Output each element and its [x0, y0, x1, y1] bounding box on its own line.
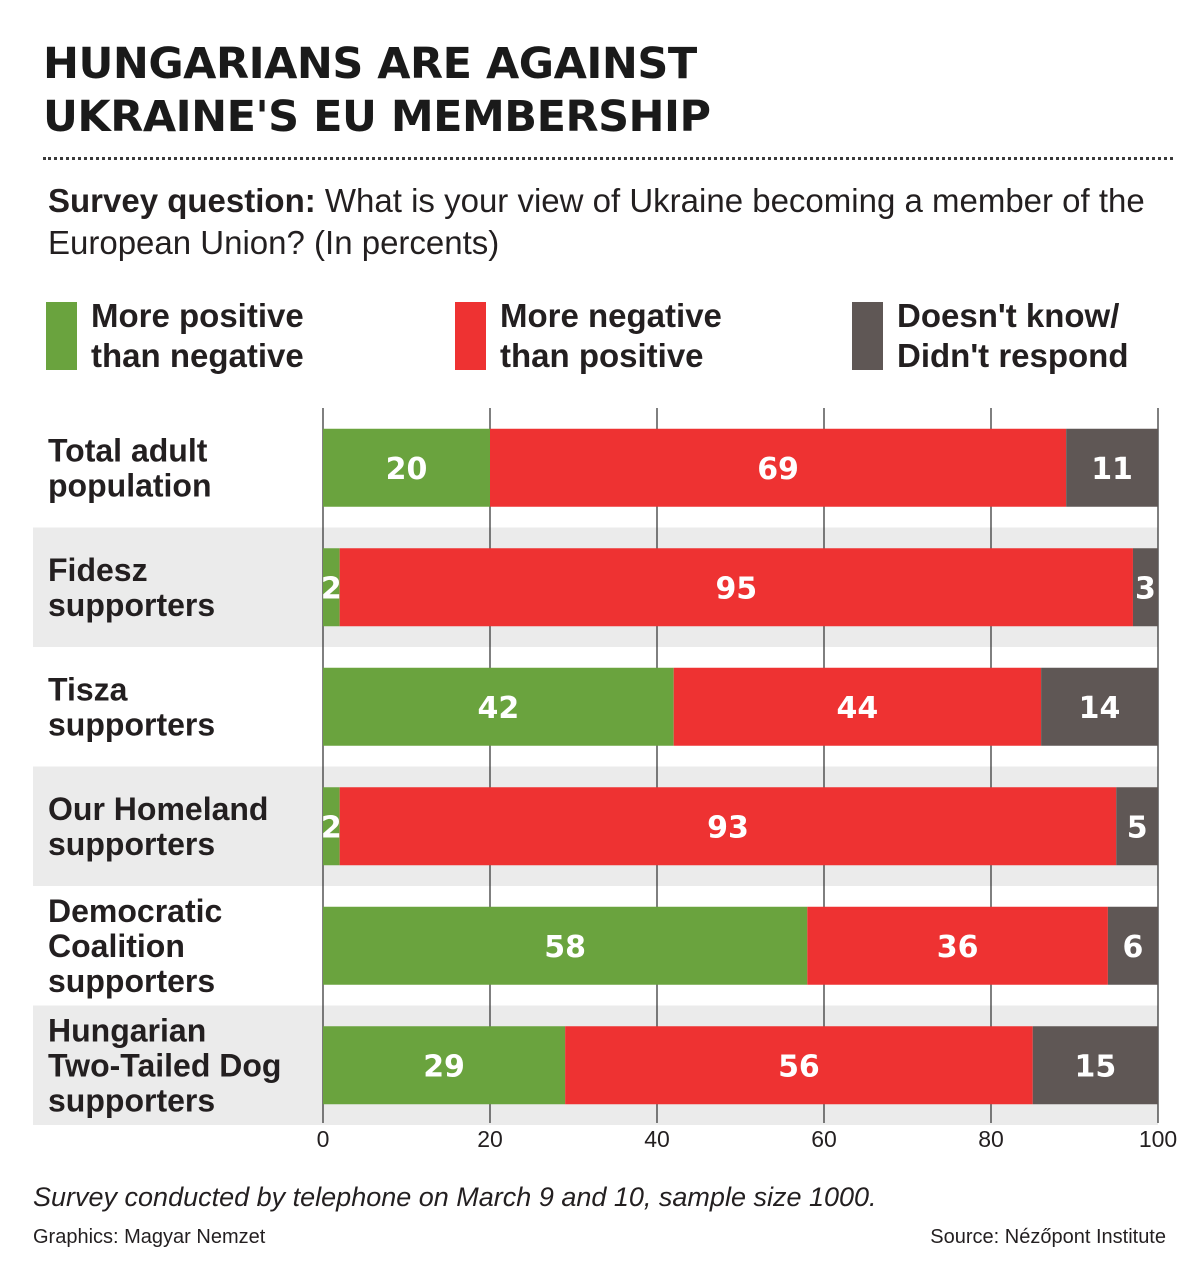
bar-segment-positive: [323, 548, 340, 627]
legend-label-negative: More negative than positive: [500, 296, 722, 376]
bar-value-label: 44: [837, 691, 879, 726]
row-label: Hungarian Two-Tailed Dog supporters: [48, 1012, 281, 1118]
row-label-line: Total adult: [48, 432, 208, 468]
x-tick-label: 40: [644, 1126, 670, 1152]
x-tick-label: 60: [811, 1126, 837, 1152]
row-label-line: population: [48, 467, 212, 503]
source-credit: Source: Nézőpont Institute: [930, 1226, 1166, 1248]
bar-value-label: 2: [321, 810, 342, 845]
bar-value-label: 11: [1091, 452, 1133, 487]
bar-value-label: 56: [778, 1049, 820, 1084]
legend-swatch-negative: [455, 302, 486, 370]
title-line-2: UKRAINE'S EU MEMBERSHIP: [43, 92, 711, 142]
legend-positive-line-2: than negative: [91, 337, 304, 374]
x-tick-label: 0: [317, 1126, 330, 1152]
row-label-line: Two-Tailed Dog: [48, 1047, 281, 1083]
row-label: Fidesz supporters: [48, 552, 215, 623]
bar-segment-negative: [565, 1026, 1033, 1105]
row-label-line: Coalition: [48, 928, 185, 964]
bar-segment-positive: [323, 906, 808, 985]
bar-segment-unknown: [1032, 1026, 1158, 1105]
bar-segment-positive: [323, 1026, 566, 1105]
row-label: Democratic Coalition supporters: [48, 893, 222, 999]
legend-negative-line-1: More negative: [500, 297, 722, 334]
row-label-line: supporters: [48, 1082, 215, 1118]
bar-value-label: 29: [423, 1049, 465, 1084]
row-label-line: supporters: [48, 963, 215, 999]
bar-value-label: 5: [1127, 810, 1148, 845]
legend-item-unknown: Doesn't know/ Didn't respond: [852, 296, 1129, 376]
graphics-credit: Graphics: Magyar Nemzet: [33, 1226, 266, 1248]
bar-value-label: 20: [386, 452, 428, 487]
bar-segment-unknown: [1066, 428, 1158, 507]
survey-question: Survey question: What is your view of Uk…: [48, 180, 1148, 264]
bar-value-label: 14: [1079, 691, 1121, 726]
bar-segment-negative: [673, 667, 1042, 746]
chart-title: HUNGARIANS ARE AGAINST UKRAINE'S EU MEMB…: [43, 38, 711, 144]
title-divider: [43, 157, 1173, 160]
survey-question-label: Survey question:: [48, 182, 316, 219]
legend-item-positive: More positive than negative: [46, 296, 304, 376]
bar-value-label: 6: [1123, 930, 1144, 965]
bar-segment-positive: [323, 428, 490, 507]
legend-unknown-line-1: Doesn't know/: [897, 297, 1120, 334]
bar-value-label: 93: [707, 810, 749, 845]
bar-segment-unknown: [1116, 787, 1158, 866]
x-tick-label: 100: [1139, 1126, 1177, 1152]
bar-value-label: 69: [757, 452, 799, 487]
x-tick-label: 80: [978, 1126, 1004, 1152]
row-label-line: Democratic: [48, 893, 222, 929]
bar-segment-positive: [323, 787, 340, 866]
legend-unknown-line-2: Didn't respond: [897, 337, 1129, 374]
legend-item-negative: More negative than positive: [455, 296, 722, 376]
footnote: Survey conducted by telephone on March 9…: [33, 1182, 877, 1212]
bar-segment-unknown: [1107, 906, 1158, 985]
bar-segment-unknown: [1132, 548, 1158, 627]
bar-value-label: 95: [715, 571, 757, 606]
row-label-line: supporters: [48, 706, 215, 742]
row-label-line: supporters: [48, 587, 215, 623]
bar-value-label: 36: [937, 930, 979, 965]
bar-value-label: 2: [321, 571, 342, 606]
survey-question-text: What is your view of Ukraine becoming a …: [48, 182, 1145, 261]
row-label-line: Our Homeland: [48, 791, 268, 827]
bar-segment-negative: [339, 548, 1133, 627]
legend-label-unknown: Doesn't know/ Didn't respond: [897, 296, 1129, 376]
bar-segment-negative: [339, 787, 1117, 866]
bar-segment-unknown: [1041, 667, 1158, 746]
row-label: Tisza supporters: [48, 671, 215, 742]
legend-negative-line-2: than positive: [500, 337, 704, 374]
bar-segment-positive: [323, 667, 674, 746]
row-label: Total adult population: [48, 432, 212, 503]
row-label-line: Tisza: [48, 671, 128, 707]
bar-value-label: 58: [544, 930, 586, 965]
bar-value-label: 3: [1135, 571, 1156, 606]
row-label-line: Fidesz: [48, 552, 148, 588]
title-line-1: HUNGARIANS ARE AGAINST: [43, 39, 697, 89]
x-tick-label: 20: [477, 1126, 503, 1152]
row-label-line: supporters: [48, 826, 215, 862]
row-label-line: Hungarian: [48, 1012, 206, 1048]
legend-label-positive: More positive than negative: [91, 296, 304, 376]
legend-swatch-positive: [46, 302, 77, 370]
bar-value-label: 42: [477, 691, 519, 726]
legend-swatch-unknown: [852, 302, 883, 370]
bar-value-label: 15: [1075, 1049, 1117, 1084]
legend-positive-line-1: More positive: [91, 297, 304, 334]
bar-segment-negative: [807, 906, 1108, 985]
bar-segment-negative: [490, 428, 1067, 507]
row-label: Our Homeland supporters: [48, 791, 268, 862]
